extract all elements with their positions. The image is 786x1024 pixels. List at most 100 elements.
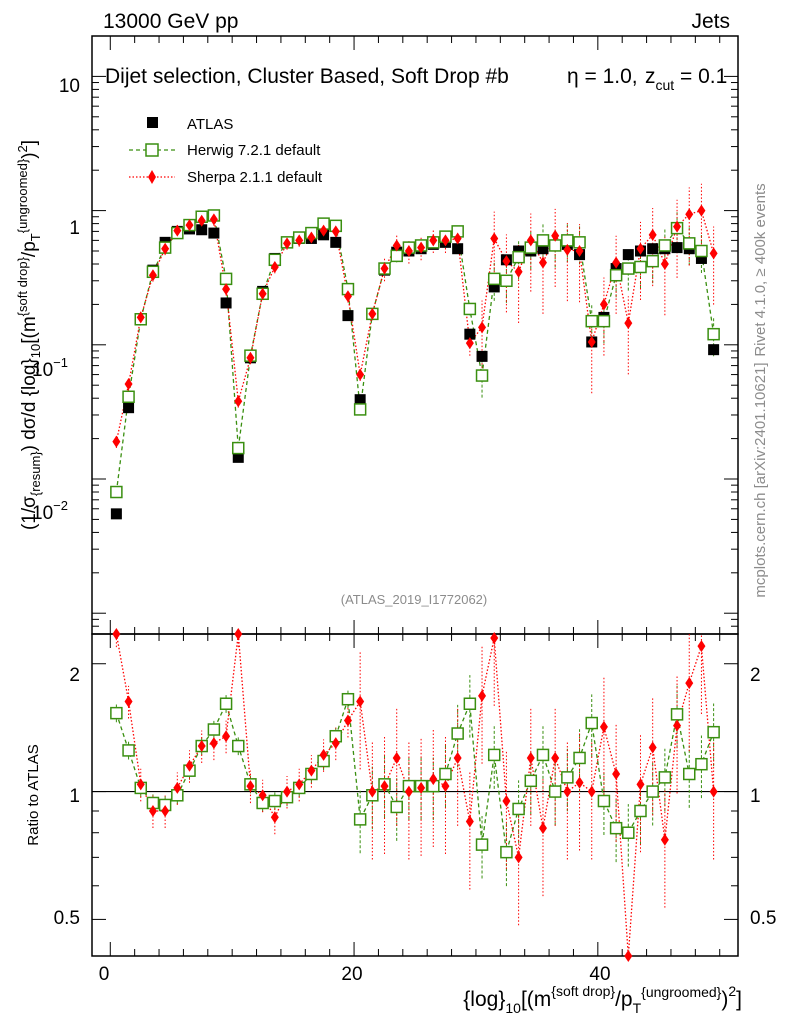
sherpa-point bbox=[514, 265, 523, 278]
sherpa-point bbox=[636, 242, 645, 255]
ratio-sherpa-point bbox=[209, 737, 218, 750]
sherpa-point bbox=[648, 228, 657, 241]
ratio-herwig-point bbox=[487, 748, 501, 762]
ratio-herwig-point bbox=[682, 767, 696, 781]
ratio-sherpa-point bbox=[295, 778, 304, 791]
ratio-sherpa-point bbox=[356, 695, 365, 708]
sherpa-point bbox=[197, 214, 206, 227]
ratio-tick-label-0.5-left: 0.5 bbox=[54, 908, 80, 929]
atlas-point bbox=[354, 394, 366, 406]
beam-label: 13000 GeV pp bbox=[103, 10, 238, 33]
herwig-point bbox=[122, 390, 135, 404]
ratio-sherpa-point bbox=[319, 748, 328, 761]
sherpa-point bbox=[392, 239, 401, 252]
sherpa-point bbox=[575, 245, 584, 258]
herwig-point bbox=[353, 403, 367, 416]
herwig-point bbox=[609, 268, 623, 282]
ratio-sherpa-point bbox=[478, 689, 487, 702]
ratio-tick-label-1-right: 1 bbox=[750, 786, 761, 807]
ratio-sherpa-point bbox=[197, 740, 206, 753]
legend: ATLAS Herwig 7.2.1 default Sherpa 2.1.1 … bbox=[129, 116, 323, 186]
atlas-point bbox=[196, 224, 208, 236]
ratio-herwig-point bbox=[646, 785, 659, 798]
sherpa-point bbox=[319, 224, 328, 237]
ratio-sherpa-point bbox=[697, 640, 706, 653]
atlas-point bbox=[330, 236, 342, 248]
ratio-sherpa-point bbox=[404, 785, 413, 798]
zcut-label: zcut = 0.1 bbox=[645, 65, 727, 93]
main-series bbox=[110, 183, 720, 520]
ratio-herwig-point bbox=[232, 739, 245, 753]
ratio-herwig-point bbox=[622, 826, 635, 839]
sherpa-point bbox=[587, 335, 596, 348]
ratio-sherpa-point bbox=[612, 767, 621, 780]
atlas-point bbox=[110, 508, 122, 520]
ratio-sherpa-point bbox=[514, 851, 523, 864]
sherpa-point bbox=[173, 224, 182, 237]
x-tick-label-0: 0 bbox=[99, 964, 110, 985]
sherpa-point bbox=[404, 245, 413, 258]
ratio-series bbox=[92, 628, 738, 962]
sherpa-point bbox=[112, 435, 121, 448]
atlas-point bbox=[208, 227, 220, 239]
herwig-point bbox=[475, 369, 489, 382]
sherpa-point bbox=[380, 262, 389, 275]
sherpa-point bbox=[563, 243, 572, 256]
ratio-sherpa-point bbox=[660, 833, 669, 846]
analysis-id: (ATLAS_2019_I1772062) bbox=[341, 592, 487, 607]
atlas-point bbox=[537, 243, 549, 255]
herwig-point bbox=[695, 244, 708, 258]
sherpa-point bbox=[673, 220, 682, 233]
sherpa-point bbox=[283, 237, 292, 250]
ratio-sherpa-point bbox=[624, 950, 633, 962]
sherpa-point bbox=[612, 256, 621, 269]
ratio-sherpa-point bbox=[441, 780, 450, 793]
ratio-herwig-point bbox=[658, 771, 672, 784]
ratio-herwig-point bbox=[548, 785, 562, 798]
ratio-herwig-point bbox=[475, 838, 489, 851]
ratio-herwig-point bbox=[634, 804, 647, 818]
ratio-sherpa-point bbox=[112, 628, 121, 640]
herwig-point bbox=[622, 262, 635, 275]
herwig-point bbox=[390, 249, 403, 263]
sherpa-point bbox=[124, 378, 133, 391]
sherpa-point bbox=[624, 317, 633, 330]
ratio-sherpa-point bbox=[343, 714, 352, 727]
herwig-point bbox=[658, 239, 672, 252]
herwig-point bbox=[707, 327, 720, 341]
ratio-herwig-point bbox=[341, 692, 355, 706]
ratio-sherpa-line bbox=[115, 633, 715, 957]
sherpa-point bbox=[331, 225, 340, 238]
atlas-point bbox=[488, 281, 500, 293]
y-tick-label-0.1: 10−1 bbox=[32, 355, 68, 381]
ratio-sherpa-point bbox=[709, 785, 718, 798]
x-tick-label-20: 20 bbox=[341, 964, 362, 985]
atlas-point bbox=[342, 310, 354, 322]
sherpa-point bbox=[185, 219, 194, 232]
ratio-herwig-point bbox=[500, 845, 513, 859]
ratio-sherpa-point bbox=[551, 751, 560, 764]
sherpa-point bbox=[429, 234, 438, 247]
sherpa-point bbox=[465, 337, 474, 350]
ratio-tick-label-1-left: 1 bbox=[69, 786, 80, 807]
atlas-point bbox=[220, 297, 232, 309]
herwig-point bbox=[597, 314, 611, 328]
sherpa-point bbox=[136, 311, 145, 324]
ratio-sherpa-point bbox=[161, 805, 170, 818]
atlas-point bbox=[452, 243, 464, 255]
x-axis-label: {log}10[(m{soft drop}/pT{ungroomed})2] bbox=[463, 983, 742, 1016]
legend-sherpa-marker bbox=[148, 170, 156, 184]
herwig-point bbox=[536, 234, 550, 247]
ratio-tick-label-0.5-right: 0.5 bbox=[750, 908, 776, 929]
ratio-sherpa-point bbox=[685, 677, 694, 690]
ratio-herwig-point bbox=[597, 794, 611, 808]
ratio-sherpa-point bbox=[270, 811, 279, 824]
ratio-sherpa-point bbox=[417, 781, 426, 794]
ratio-sherpa-point bbox=[453, 751, 462, 764]
ratio-sherpa-point bbox=[368, 785, 377, 798]
ratio-sherpa-point bbox=[331, 737, 340, 750]
sherpa-point bbox=[356, 368, 365, 381]
ratio-herwig-point bbox=[268, 794, 282, 808]
ratio-sherpa-point bbox=[222, 730, 231, 743]
y-tick-label-1: 1 bbox=[69, 218, 80, 239]
